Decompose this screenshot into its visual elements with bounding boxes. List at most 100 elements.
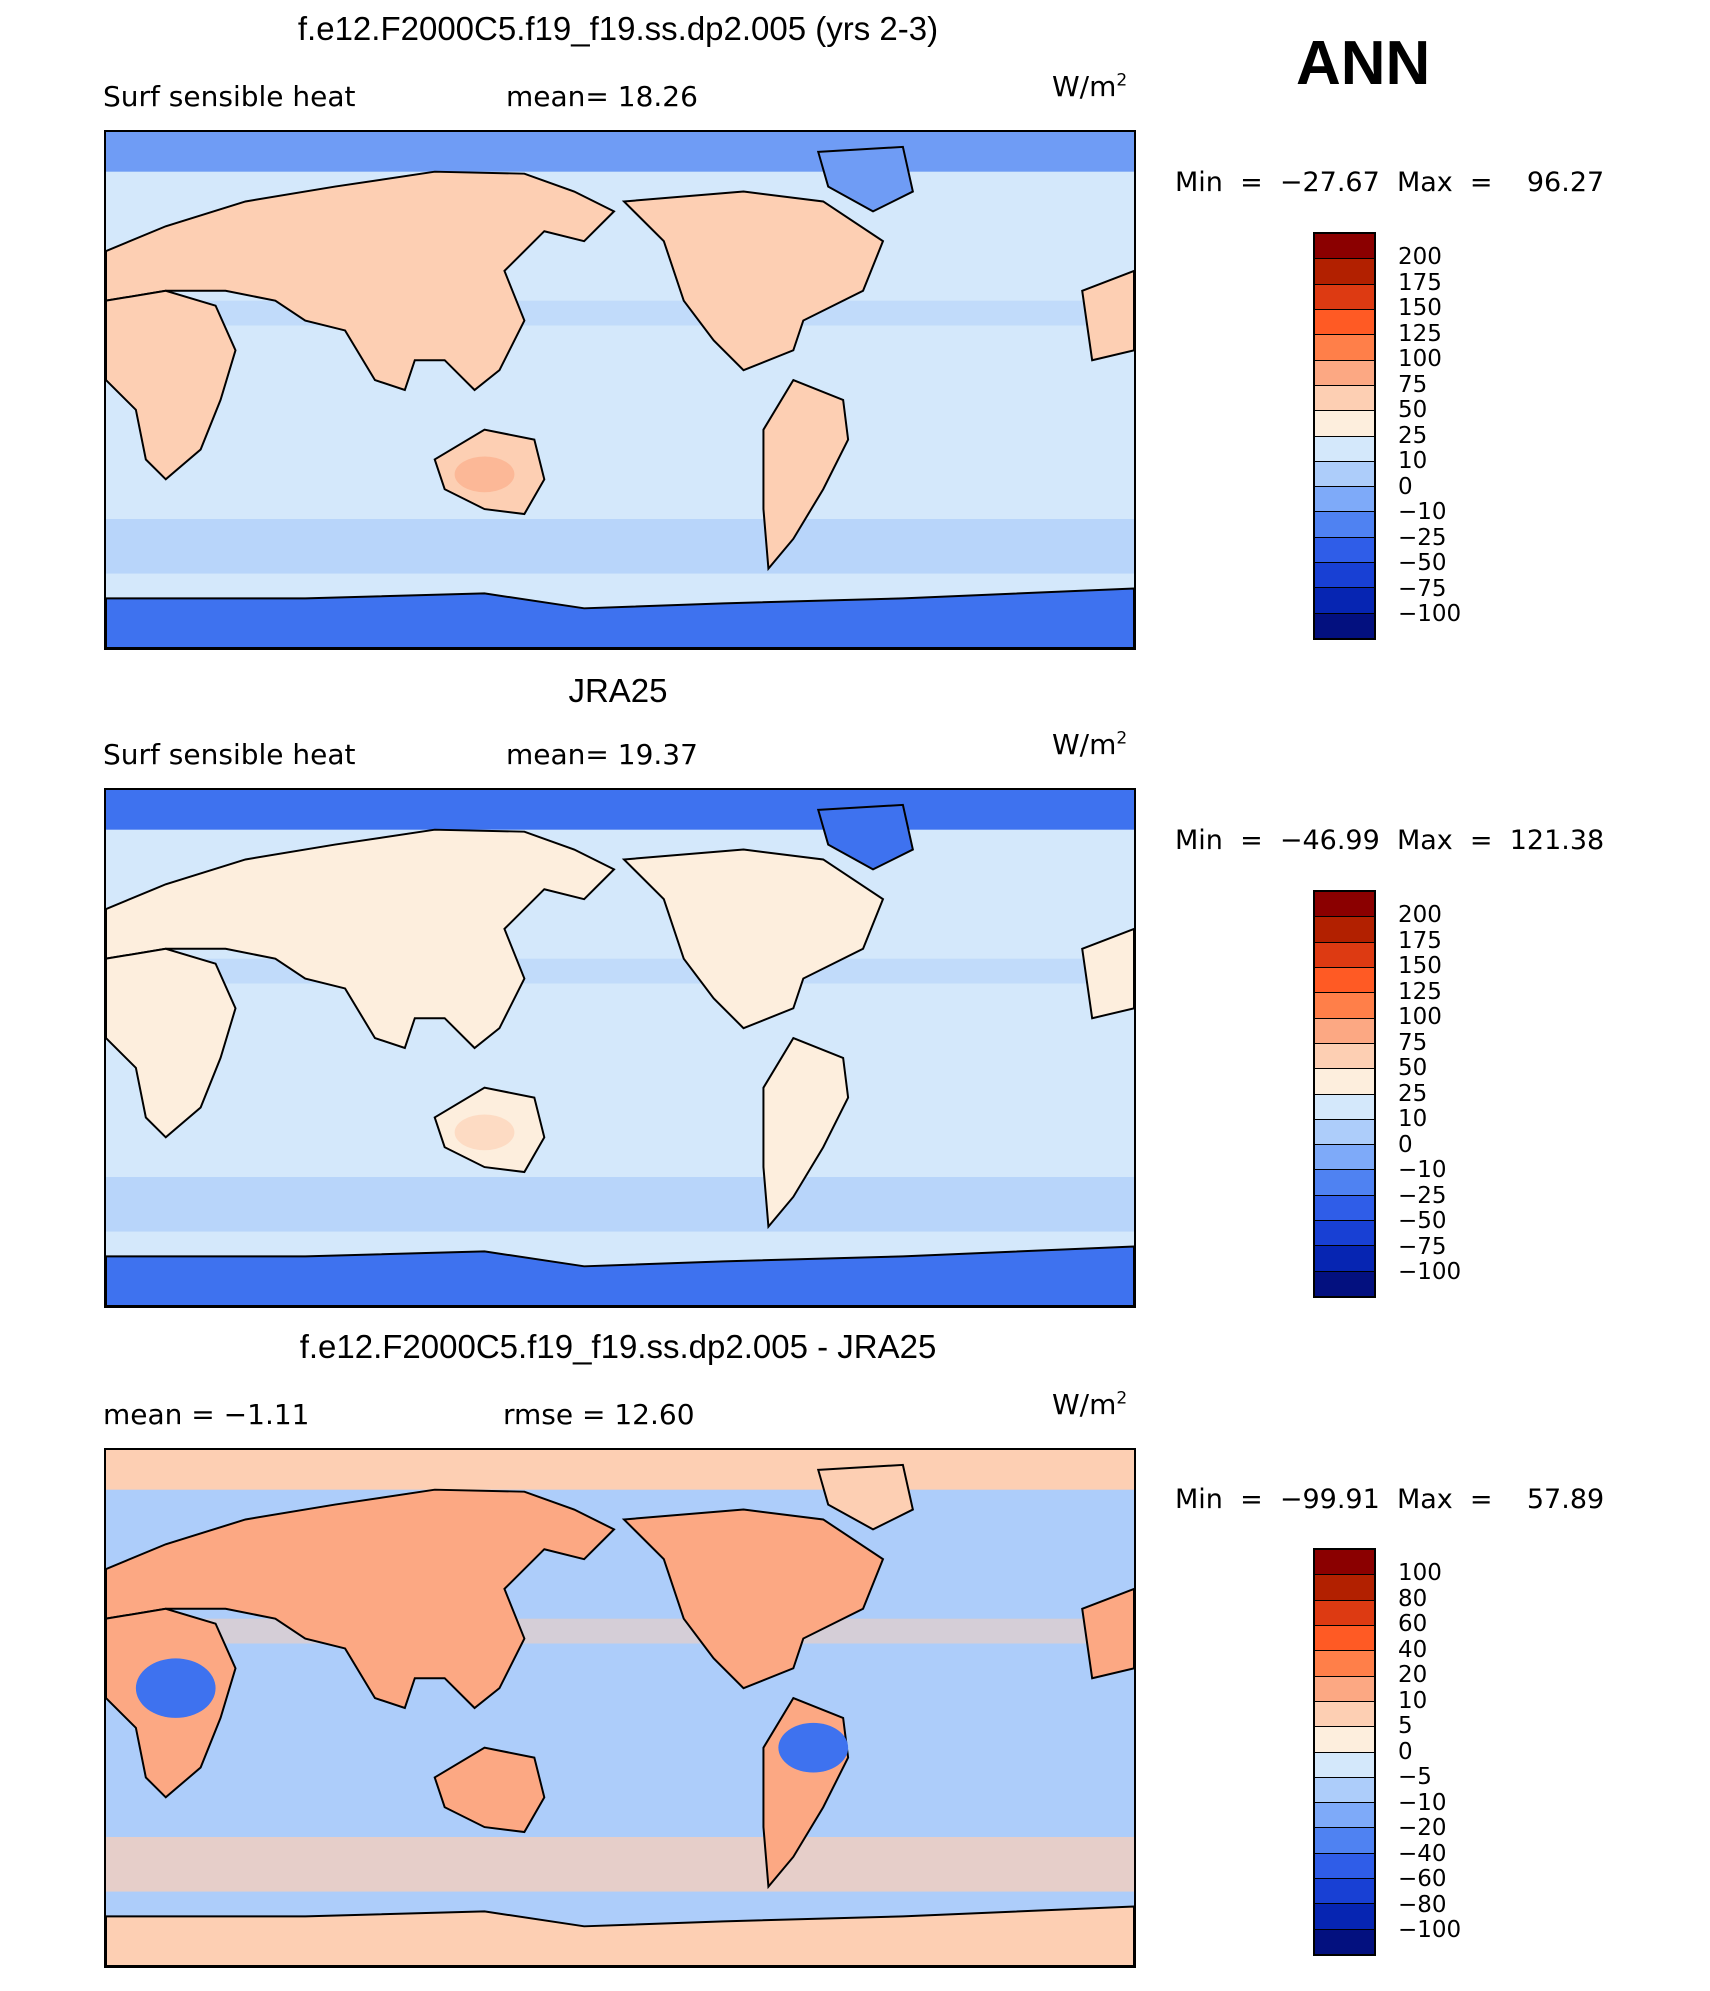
colorbar-tick-label: −60 [1398,1866,1447,1892]
colorbar-tick-label: −100 [1398,1917,1462,1943]
colorbar-tick-label: 40 [1398,1636,1428,1663]
colorbar-swatch [1315,1803,1374,1829]
colorbar-swatch [1315,1221,1374,1247]
colorbar-tick-label: 200 [1398,902,1442,928]
colorbar-tick-label: −20 [1398,1815,1447,1841]
colorbar-tick-label: −10 [1398,1789,1447,1816]
panel1-min-max: Min = −27.67 Max = 96.27 [1175,167,1605,198]
colorbar-tick-label: −75 [1398,1233,1447,1260]
colorbar-tick-label: 200 [1398,244,1442,270]
colorbar-tick-label: 60 [1398,1611,1428,1637]
colorbar-swatch [1315,1246,1374,1272]
arctic-band [106,132,1134,172]
greenland-landmass [816,803,915,871]
colorbar-tick-label: 100 [1398,1560,1442,1586]
panel1-colorbar [1313,232,1376,640]
colorbar-swatch [1315,1777,1374,1804]
season-label: ANN [1296,29,1431,98]
europe_w-landmass [1081,927,1134,1020]
colorbar-swatch [1315,563,1374,589]
greenland-landmass [816,145,915,213]
subtropical-band [106,300,1134,326]
colorbar-tick-label: 80 [1398,1585,1428,1612]
australia-heat [454,456,515,493]
colorbar-tick-label: 0 [1398,1131,1413,1158]
colorbar-swatch [1315,335,1374,361]
colorbar-swatch [1315,1904,1374,1930]
namerica-landmass [621,190,885,372]
colorbar-swatch [1315,1043,1374,1070]
africa-anomaly [135,1658,216,1718]
africa-landmass [106,289,237,481]
colorbar-tick-label: 0 [1398,1738,1413,1765]
greenland-landmass [816,1463,915,1531]
europe_w-landmass [1081,1587,1134,1680]
panel1-variable-label: Surf sensible heat [103,80,356,113]
southern-ocean-band [106,1837,1134,1892]
australia-landmass [433,1746,546,1834]
colorbar-tick-label: 100 [1398,346,1442,372]
eurasia-landmass [106,1488,616,1710]
colorbar-swatch [1315,1550,1374,1576]
colorbar-tick-label: 150 [1398,295,1442,321]
panel2-variable-label: Surf sensible heat [103,738,356,771]
panel3-units: W/m2 [1052,1388,1128,1421]
colorbar-swatch [1315,487,1374,513]
samerica-landmass [762,378,850,572]
colorbar-tick-label: −25 [1398,524,1447,551]
colorbar-tick-label: 75 [1398,371,1428,398]
colorbar-swatch [1315,892,1374,918]
panel2-min-max: Min = −46.99 Max = 121.38 [1175,825,1605,856]
namerica-landmass [621,1508,885,1690]
arctic-band [106,1450,1134,1490]
colorbar-swatch [1315,1119,1374,1146]
antarctica-landmass [106,1905,1134,1966]
panel3-map [104,1448,1136,1968]
panel3-colorbar [1313,1548,1376,1956]
colorbar-tick-label: 50 [1398,397,1428,423]
colorbar-swatch [1315,613,1374,638]
eurasia-landmass [106,170,616,392]
colorbar-swatch [1315,1651,1374,1677]
colorbar-swatch [1315,360,1374,386]
samerica-landmass [762,1036,850,1230]
colorbar-swatch [1315,1145,1374,1171]
panel1-units: W/m2 [1052,70,1128,103]
colorbar-swatch [1315,1600,1374,1626]
colorbar-swatch [1315,1929,1374,1954]
arctic-band [106,790,1134,830]
panel3-rmse-label: rmse = 12.60 [503,1398,695,1431]
colorbar-swatch [1315,1625,1374,1652]
colorbar-tick-label: −10 [1398,499,1447,525]
southern-ocean-band [106,1177,1134,1232]
subtropical-band [106,1618,1134,1644]
colorbar-tick-label: −75 [1398,575,1447,602]
eurasia-landmass [106,828,616,1050]
colorbar-swatch [1315,1676,1374,1702]
antarctica-landmass [106,1245,1134,1306]
colorbar-tick-label: −80 [1398,1891,1447,1918]
colorbar-swatch [1315,588,1374,614]
colorbar-swatch [1315,917,1374,943]
colorbar-tick-label: −10 [1398,1157,1447,1183]
panel2-mean-label: mean= 19.37 [506,738,698,771]
colorbar-swatch [1315,1879,1374,1905]
colorbar-tick-label: 125 [1398,978,1442,1005]
panel2-colorbar-ticks: 200 175 150 125 100 75 50 25 10 0 −10 −25 −50 −75 −100 [1398,902,1461,1286]
colorbar-swatch [1315,967,1374,994]
colorbar-swatch [1315,461,1374,488]
panel1-colorbar-ticks: 200 175 150 125 100 75 50 25 10 0 −10 −25 −50 −75 −100 [1398,244,1462,628]
colorbar-swatch [1315,284,1374,310]
colorbar-tick-label: −100 [1398,601,1462,627]
africa-landmass [106,947,237,1139]
colorbar-swatch [1315,1069,1374,1095]
southern-ocean-band [106,519,1134,574]
colorbar-tick-label: −25 [1398,1182,1447,1209]
colorbar-tick-label: 175 [1398,269,1442,296]
colorbar-tick-label: 175 [1398,927,1442,954]
amazon-anomaly [778,1722,849,1773]
colorbar-tick-label: 5 [1398,1713,1413,1739]
subtropical-band [106,958,1134,984]
colorbar-tick-label: 25 [1398,422,1428,449]
panel3-title: f.e12.F2000C5.f19_f19.ss.dp2.005 - JRA25 [299,1328,937,1365]
